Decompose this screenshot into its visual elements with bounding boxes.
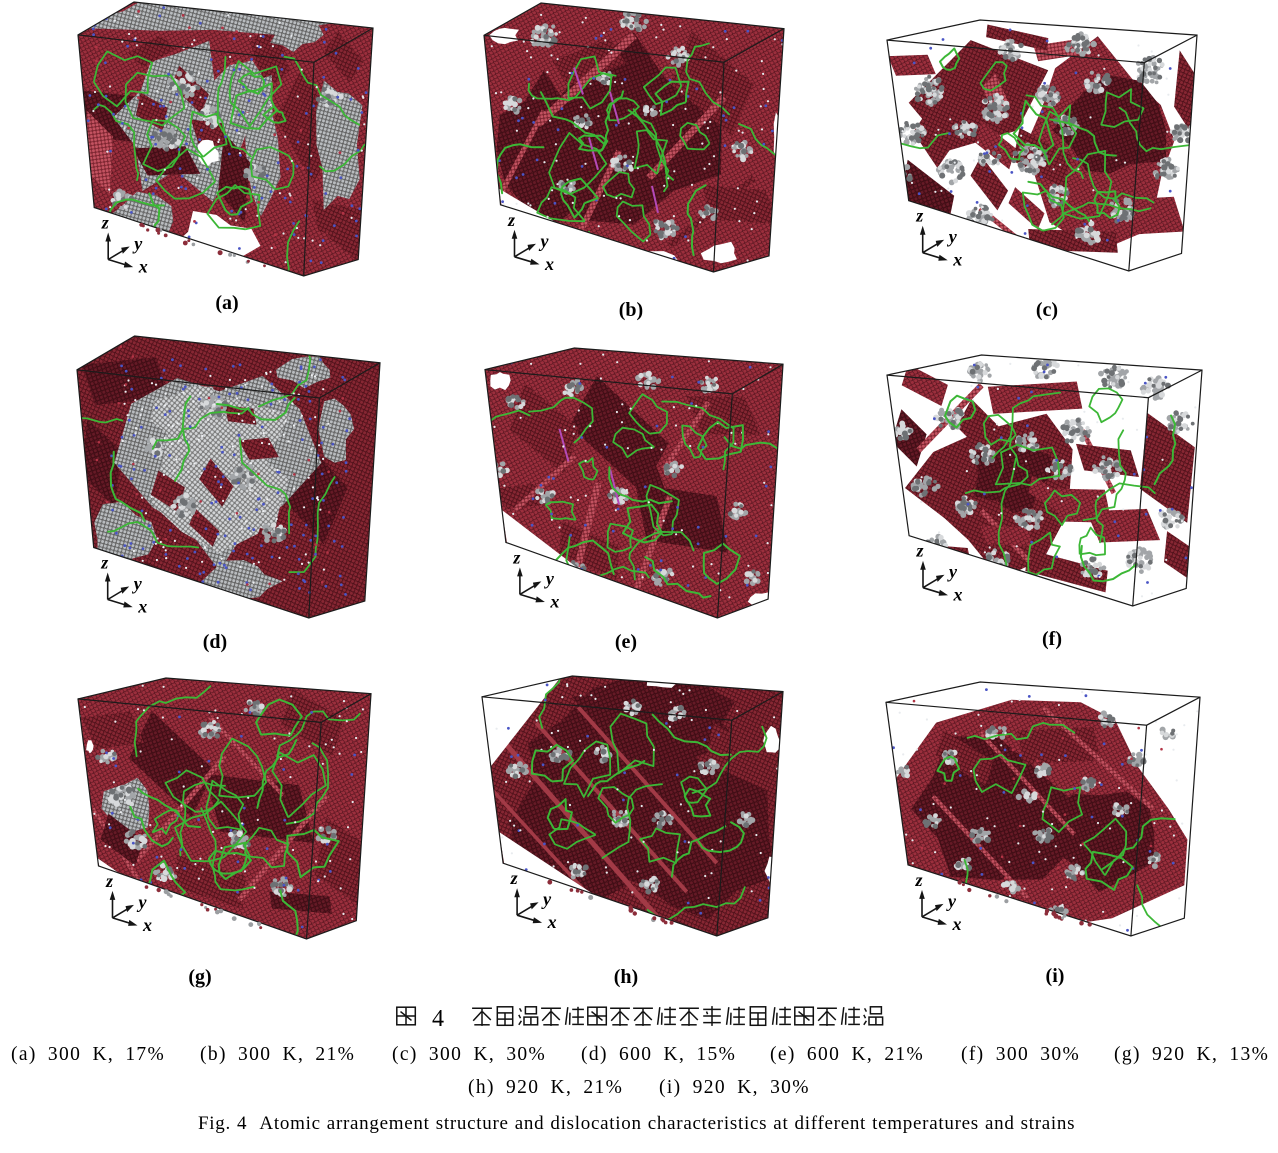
svg-text:z: z: [915, 541, 923, 561]
svg-text:y: y: [947, 227, 958, 247]
svg-text:4: 4: [432, 1006, 444, 1032]
svg-text:x: x: [137, 597, 147, 617]
svg-text:z: z: [915, 206, 923, 226]
svg-text:y: y: [544, 568, 555, 588]
svg-text:x: x: [549, 591, 559, 611]
svg-text:z: z: [105, 871, 113, 891]
svg-text:x: x: [547, 912, 557, 932]
svg-text:x: x: [544, 254, 554, 274]
svg-text:y: y: [947, 562, 958, 582]
svg-text:x: x: [138, 257, 148, 277]
svg-text:z: z: [101, 213, 109, 233]
svg-text:z: z: [100, 553, 108, 573]
svg-text:z: z: [512, 547, 520, 567]
svg-text:x: x: [142, 915, 152, 935]
svg-text:z: z: [507, 210, 515, 230]
svg-text:y: y: [541, 889, 552, 909]
svg-text:y: y: [946, 891, 957, 911]
svg-text:x: x: [952, 914, 962, 934]
svg-text:y: y: [132, 234, 143, 254]
svg-text:x: x: [952, 250, 962, 270]
svg-text:z: z: [914, 870, 922, 890]
svg-text:y: y: [539, 231, 550, 251]
svg-text:x: x: [953, 585, 963, 605]
svg-text:y: y: [137, 892, 148, 912]
svg-text:y: y: [132, 574, 143, 594]
svg-text:z: z: [510, 868, 518, 888]
